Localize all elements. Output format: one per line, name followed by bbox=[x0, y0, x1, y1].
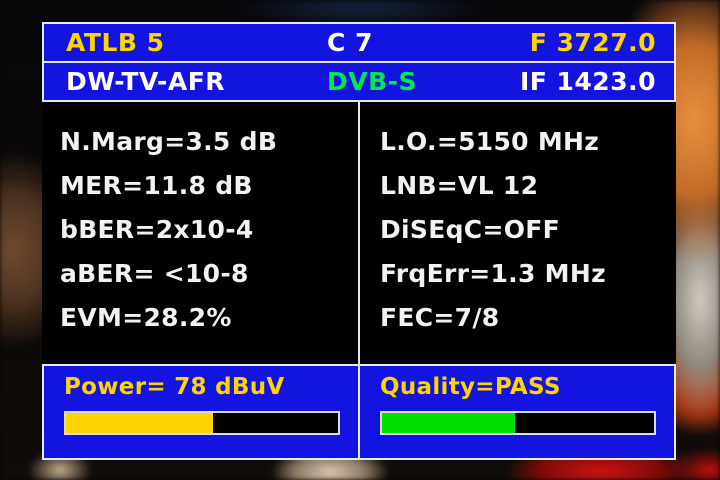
setting-local-oscillator: L.O.=5150 MHz bbox=[380, 127, 600, 156]
meter-area: Power= 78 dBuV Quality=PASS bbox=[42, 364, 676, 460]
measurement-column-right: L.O.=5150 MHz LNB=VL 12 DiSEqC=OFF FrqEr… bbox=[356, 108, 676, 366]
header-row-secondary: DW-TV-AFR DVB-S IF 1423.0 bbox=[42, 61, 676, 102]
downlink-frequency: F 3727.0 bbox=[529, 28, 656, 57]
measurement-area: N.Marg=3.5 dB MER=11.8 dB bBER=2x10-4 aB… bbox=[42, 102, 676, 366]
osd-panel: ATLB 5 C 7 F 3727.0 DW-TV-AFR DVB-S IF 1… bbox=[42, 22, 676, 460]
power-bar-track bbox=[64, 411, 340, 435]
setting-diseqc: DiSEqC=OFF bbox=[380, 215, 561, 244]
setting-fec: FEC=7/8 bbox=[380, 303, 500, 332]
measurement-noise-margin: N.Marg=3.5 dB bbox=[60, 127, 278, 156]
setting-lnb: LNB=VL 12 bbox=[380, 171, 539, 200]
if-frequency: IF 1423.0 bbox=[519, 67, 656, 96]
quality-meter-label: Quality=PASS bbox=[380, 374, 561, 400]
measurement-aber: aBER= <10-8 bbox=[60, 259, 249, 288]
modulation-standard: DVB-S bbox=[327, 67, 418, 96]
measurement-column-left: N.Marg=3.5 dB MER=11.8 dB bBER=2x10-4 aB… bbox=[42, 108, 356, 366]
quality-meter: Quality=PASS bbox=[358, 364, 676, 460]
measurement-freq-error: FrqErr=1.3 MHz bbox=[380, 259, 606, 288]
power-bar-fill bbox=[66, 413, 213, 433]
header-row-primary: ATLB 5 C 7 F 3727.0 bbox=[42, 22, 676, 63]
measurement-bber: bBER=2x10-4 bbox=[60, 215, 254, 244]
measurement-evm: EVM=28.2% bbox=[60, 303, 232, 332]
power-meter-label: Power= 78 dBuV bbox=[64, 374, 285, 400]
quality-bar-fill bbox=[382, 413, 516, 433]
service-name: DW-TV-AFR bbox=[66, 67, 226, 96]
satellite-name: ATLB 5 bbox=[66, 28, 165, 57]
power-meter: Power= 78 dBuV bbox=[42, 364, 360, 460]
measurement-mer: MER=11.8 dB bbox=[60, 171, 253, 200]
quality-bar-track bbox=[380, 411, 656, 435]
channel-number: C 7 bbox=[327, 28, 373, 57]
column-divider bbox=[358, 102, 360, 366]
